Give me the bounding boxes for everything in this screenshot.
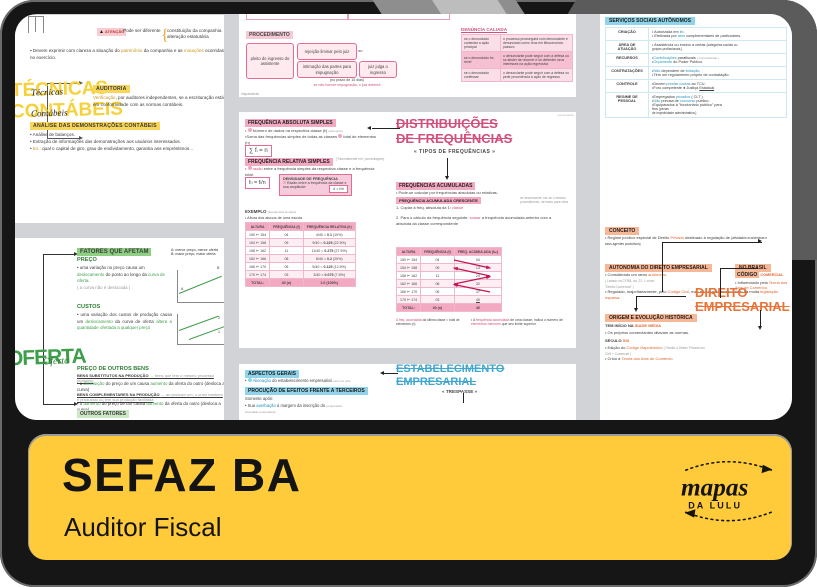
svg-text:DA LULU: DA LULU [688, 501, 742, 511]
svg-text:mapas: mapas [681, 473, 749, 501]
